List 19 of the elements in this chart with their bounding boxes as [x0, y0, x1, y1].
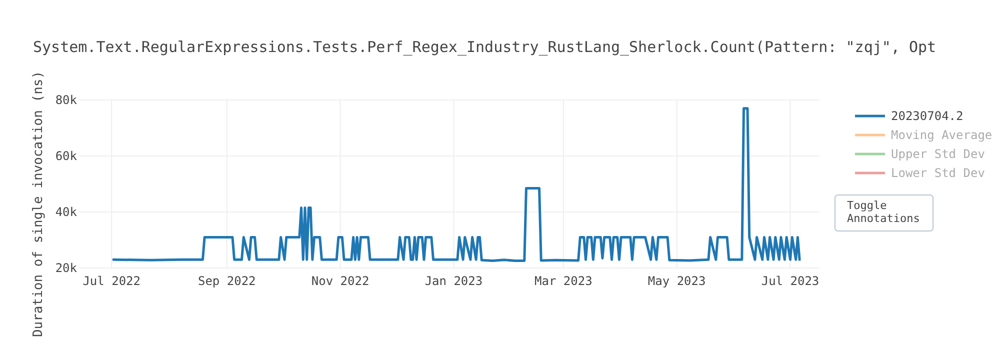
- y-tick-label: 80k: [55, 93, 78, 107]
- y-tick-label: 60k: [55, 149, 78, 163]
- y-tick-label: 40k: [55, 205, 78, 219]
- line-series: [112, 107, 801, 262]
- legend-label: Upper Std Dev: [891, 147, 985, 161]
- legend-label: Moving Average: [891, 128, 992, 142]
- y-tick-label: 20k: [55, 261, 78, 275]
- x-tick-label: Sep 2022: [198, 274, 256, 288]
- text: Toggle Annotations: [847, 199, 920, 225]
- chart-title: System.Text.RegularExpressions.Tests.Perf_Regex_Industry_RustLang_Sherlock.Count(Pattern: "zqj", Opt: [33, 38, 936, 56]
- x-tick-label: Jul 2022: [82, 274, 141, 288]
- x-tick-label: Nov 2022: [311, 274, 370, 288]
- x-tick-label: Mar 2023: [534, 274, 592, 288]
- y-axis-title: Duration of single invocation (ns): [31, 70, 46, 338]
- x-tick-label: Jan 2023: [424, 274, 483, 288]
- legend-label: 20230704.2: [891, 109, 964, 123]
- x-tick-label: Jul 2023: [761, 274, 820, 288]
- legend-label: Lower Std Dev: [891, 166, 985, 180]
- x-tick-label: May 2023: [648, 274, 706, 288]
